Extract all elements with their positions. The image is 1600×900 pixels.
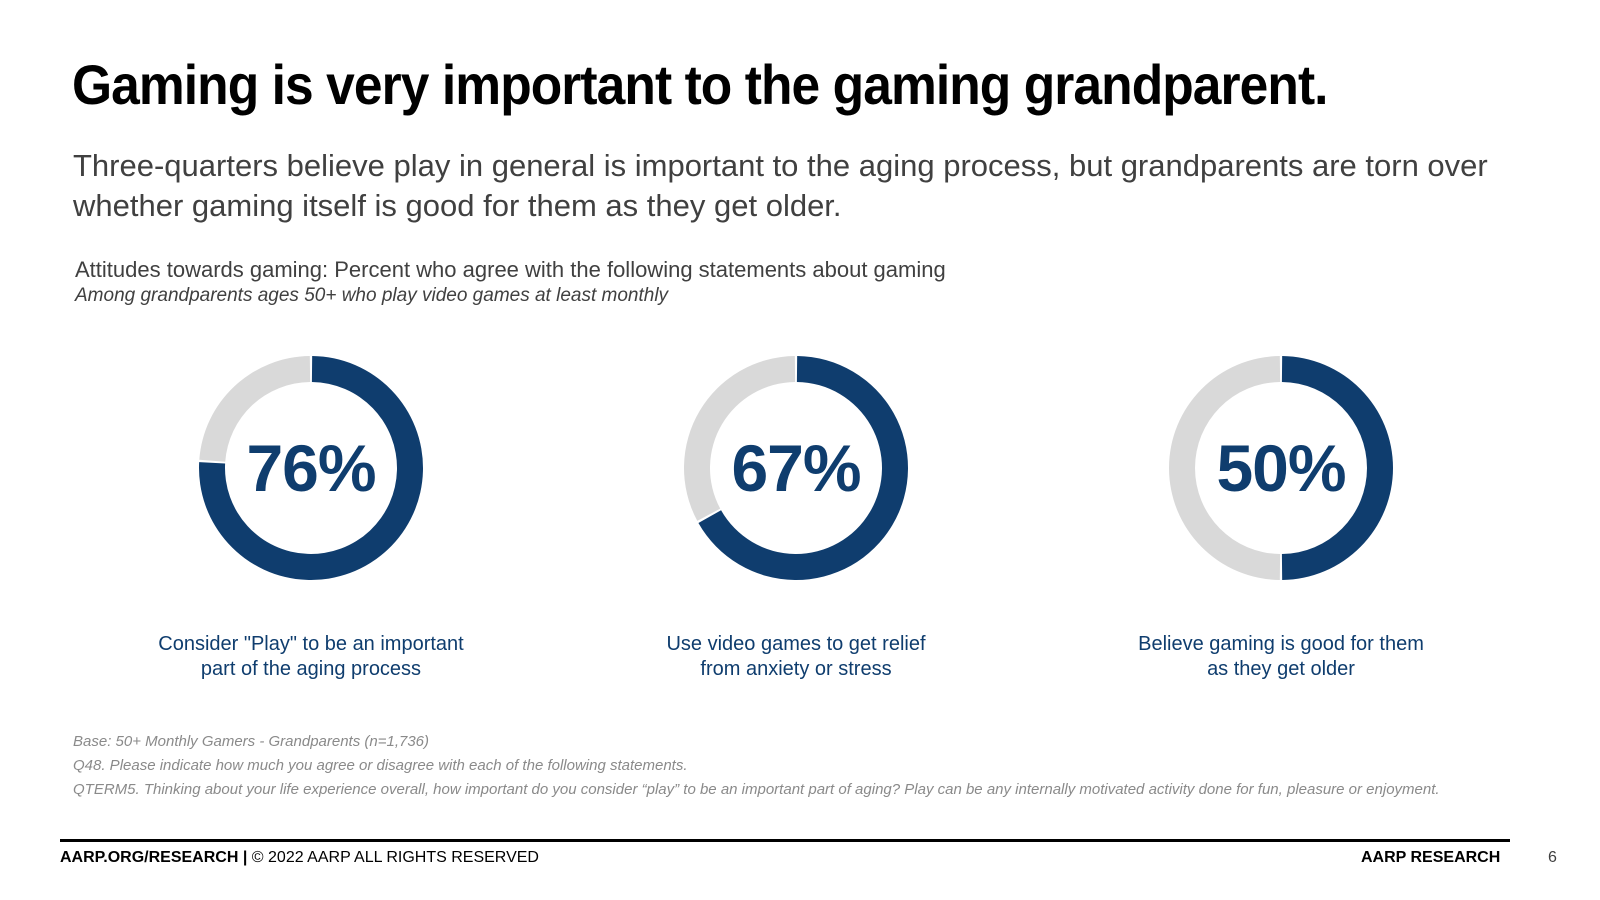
donut-svg-anxiety-relief — [684, 356, 908, 580]
donut-category-label: Use video games to get relief from anxie… — [606, 632, 986, 682]
donut-category-label-line: Use video games to get relief — [666, 633, 926, 655]
donut-value-label: 76% — [246, 431, 376, 505]
footnote-base: Base: 50+ Monthly Gamers - Grandparents … — [73, 733, 430, 750]
donut-svg-good-for-them — [1168, 356, 1394, 580]
donut-chart-good-for-them: 50% — [1165, 352, 1397, 584]
donut-chart-anxiety-relief: 67% — [680, 352, 912, 584]
donut-category-label-line: as they get older — [1207, 658, 1355, 680]
footnote-question: QTERM5. Thinking about your life experie… — [73, 781, 1440, 798]
footnotes: Base: 50+ Monthly Gamers - Grandparents … — [73, 732, 1493, 804]
donut-chart-play-aging: 76% — [195, 352, 427, 584]
footnote-question: Q48. Please indicate how much you agree … — [73, 757, 688, 774]
page-title: Gaming is very important to the gaming g… — [72, 53, 1328, 116]
chart-caption: Attitudes towards gaming: Percent who ag… — [75, 257, 946, 282]
donut-remainder-arc — [684, 356, 796, 521]
footer-brand: AARP RESEARCH — [1361, 849, 1501, 866]
donut-remainder-arc — [199, 356, 311, 462]
donut-svg-play-aging — [199, 356, 423, 580]
footer-copyright: © 2022 AARP ALL RIGHTS RESERVED — [251, 849, 539, 866]
page-number: 6 — [1548, 849, 1557, 866]
page-subtitle: Three-quarters believe play in general i… — [73, 148, 1488, 223]
donut-value-label: 50% — [1216, 431, 1346, 505]
donut-category-label-line: Consider "Play" to be an important — [158, 633, 464, 655]
footer-site-link: AARP.ORG/RESEARCH | — [60, 849, 248, 866]
donut-category-label-line: from anxiety or stress — [700, 658, 892, 680]
donut-value-arc — [1281, 356, 1394, 580]
footer-left: AARP.ORG/RESEARCH | © 2022 AARP ALL RIGH… — [60, 849, 539, 867]
donut-value-label: 67% — [731, 431, 861, 505]
footer-divider — [60, 839, 1510, 842]
donut-category-label-line: part of the aging process — [200, 658, 422, 680]
donut-remainder-arc — [1168, 356, 1281, 580]
donut-category-label: Consider "Play" to be an important part … — [121, 632, 501, 682]
donut-category-label-line: Believe gaming is good for them — [1138, 633, 1424, 655]
chart-base-description: Among grandparents ages 50+ who play vid… — [75, 285, 669, 306]
donut-category-label: Believe gaming is good for them as they … — [1091, 632, 1471, 682]
